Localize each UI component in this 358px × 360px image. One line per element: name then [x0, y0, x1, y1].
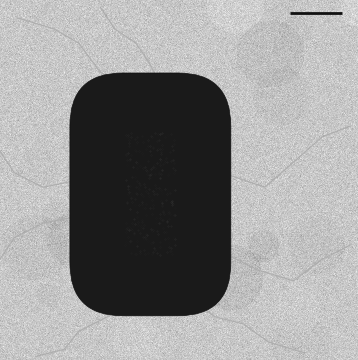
FancyBboxPatch shape — [70, 73, 231, 316]
